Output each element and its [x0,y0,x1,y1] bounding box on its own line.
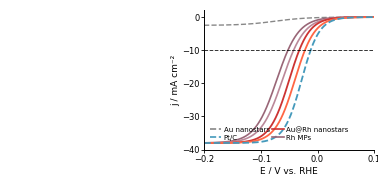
Y-axis label: j / mA cm⁻²: j / mA cm⁻² [171,54,180,106]
Legend: Au nanostars, Pt/C, Au@Rh nanostars, Rh MPs: Au nanostars, Pt/C, Au@Rh nanostars, Rh … [208,124,351,143]
X-axis label: E / V vs. RHE: E / V vs. RHE [260,166,318,174]
